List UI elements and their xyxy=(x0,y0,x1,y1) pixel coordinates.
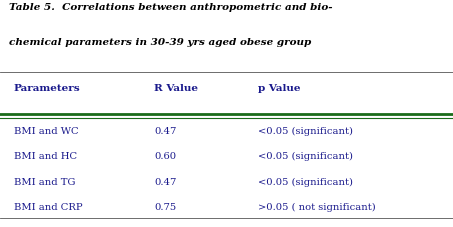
Text: BMI and WC: BMI and WC xyxy=(14,126,78,135)
Text: >0.05 ( not significant): >0.05 ( not significant) xyxy=(258,202,376,211)
Text: <0.05 (significant): <0.05 (significant) xyxy=(258,151,353,160)
Text: BMI and CRP: BMI and CRP xyxy=(14,202,82,211)
Text: chemical parameters in 30-39 yrs aged obese group: chemical parameters in 30-39 yrs aged ob… xyxy=(9,37,311,46)
Text: BMI and TG: BMI and TG xyxy=(14,177,75,186)
Text: BMI and HC: BMI and HC xyxy=(14,151,77,160)
Text: <0.05 (significant): <0.05 (significant) xyxy=(258,177,353,186)
Text: 0.47: 0.47 xyxy=(154,177,176,186)
Text: 0.75: 0.75 xyxy=(154,202,176,211)
Text: 0.47: 0.47 xyxy=(154,126,176,135)
Text: Parameters: Parameters xyxy=(14,84,80,93)
Text: <0.05 (significant): <0.05 (significant) xyxy=(258,126,353,135)
Text: 0.60: 0.60 xyxy=(154,151,176,160)
Text: p Value: p Value xyxy=(258,84,301,93)
Text: Table 5.  Correlations between anthropometric and bio-: Table 5. Correlations between anthropome… xyxy=(9,3,333,12)
Text: R Value: R Value xyxy=(154,84,198,93)
